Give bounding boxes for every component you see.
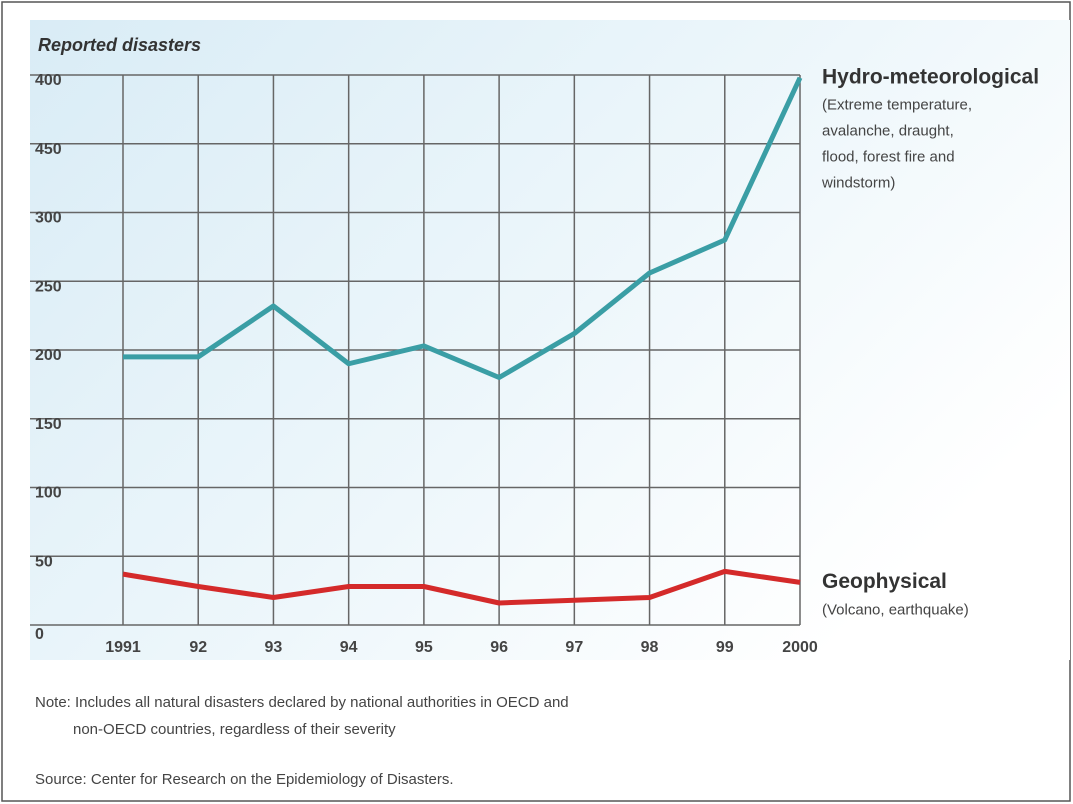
series-description: windstorm) [821, 175, 895, 192]
y-tick-label: 100 [35, 485, 62, 502]
x-tick-label: 96 [490, 639, 508, 656]
y-tick-label: 50 [35, 553, 53, 570]
note: Note: Includes all natural disasters dec… [35, 694, 569, 711]
source: Source: Center for Research on the Epide… [35, 771, 454, 788]
x-tick-label: 2000 [782, 639, 818, 656]
x-tick-label: 92 [189, 639, 207, 656]
series-line [123, 76, 803, 380]
x-tick-label: 93 [265, 639, 283, 656]
x-tick-label: 99 [716, 639, 734, 656]
x-tick-label: 1991 [105, 639, 141, 656]
panel [30, 20, 1070, 660]
y-tick-label: 150 [35, 416, 62, 433]
series-line [122, 568, 801, 606]
y-tick-label: 200 [35, 347, 62, 364]
legend-label: Hydro-meteorological [822, 65, 1039, 88]
x-tick-label: 95 [415, 639, 433, 656]
legend-label: Geophysical [822, 570, 947, 593]
x-tick-label: 97 [565, 639, 583, 656]
x-tick-label: 98 [641, 639, 659, 656]
series-description: avalanche, draught, [822, 123, 954, 140]
series-description: flood, forest fire and [822, 149, 955, 166]
series-description: (Volcano, earthquake) [822, 601, 969, 618]
series-description: (Extreme temperature, [822, 97, 972, 114]
y-tick-label: 250 [35, 278, 62, 295]
x-tick-label: 94 [340, 639, 358, 656]
y-tick-label: 0 [35, 626, 44, 643]
y-tick-label: 400 [35, 72, 62, 89]
note: non-OECD countries, regardless of their … [73, 721, 396, 738]
y-axis-label: Reported disasters [38, 35, 201, 55]
y-tick-label: 300 [35, 210, 62, 227]
y-tick-label: 450 [35, 141, 62, 158]
